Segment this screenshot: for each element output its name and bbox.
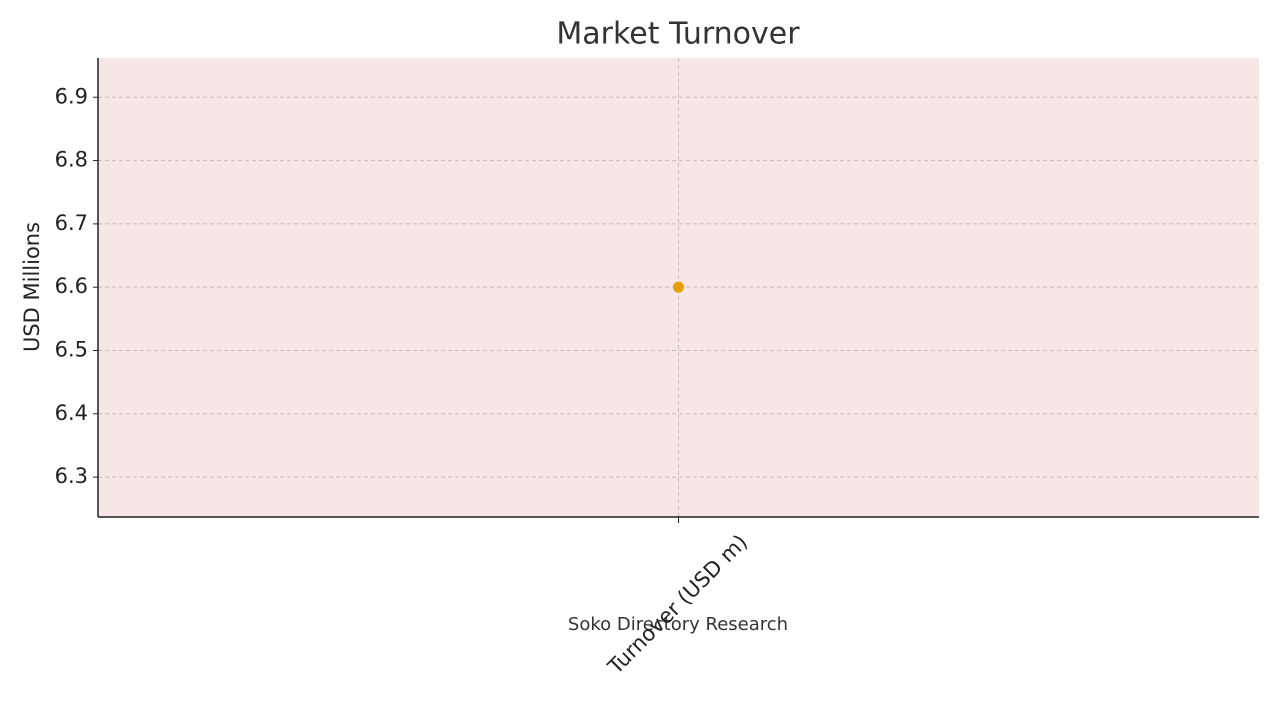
y-tick-label: 6.9 <box>55 84 88 108</box>
y-tick-label: 6.8 <box>55 148 88 172</box>
x-axis-label: Soko Directory Research <box>568 614 788 635</box>
y-tick-label: 6.5 <box>55 337 88 361</box>
y-tick-label: 6.7 <box>55 211 88 235</box>
y-tick-label: 6.3 <box>55 464 88 488</box>
x-tick-label: Turnover (USD m) <box>603 530 752 679</box>
chart-title: Market Turnover <box>556 17 800 52</box>
point <box>673 281 684 293</box>
y-axis-label: USD Millions <box>20 222 44 352</box>
y-tick-label: 6.4 <box>55 401 88 425</box>
y-tick-label: 6.6 <box>55 274 88 298</box>
